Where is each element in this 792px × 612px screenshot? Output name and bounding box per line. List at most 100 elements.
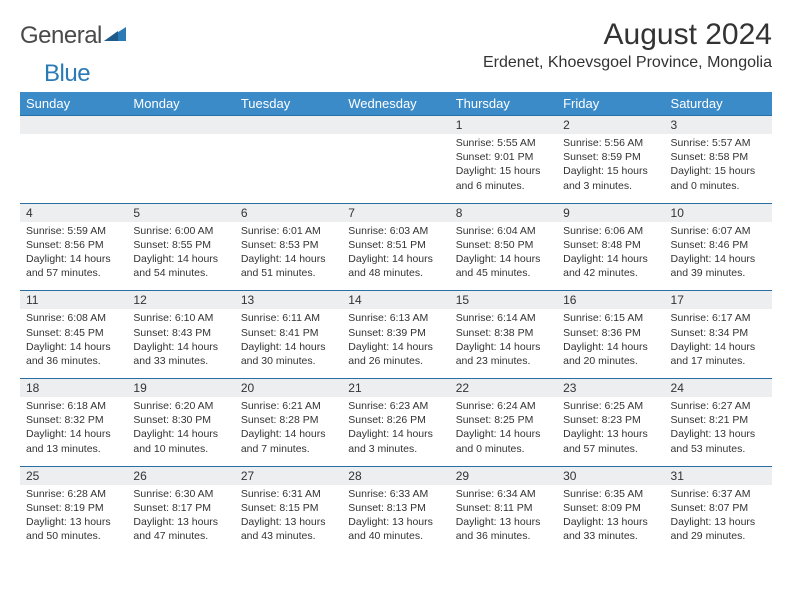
sunset-text: Sunset: 8:43 PM	[133, 326, 228, 340]
day-detail-cell: Sunrise: 6:24 AMSunset: 8:25 PMDaylight:…	[450, 397, 557, 466]
sunrise-text: Sunrise: 6:15 AM	[563, 311, 658, 325]
sunrise-text: Sunrise: 6:11 AM	[241, 311, 336, 325]
daylight-text: Daylight: 14 hours and 48 minutes.	[348, 252, 443, 280]
day-number-cell: 17	[665, 291, 772, 310]
sunset-text: Sunset: 8:15 PM	[241, 501, 336, 515]
sunrise-text: Sunrise: 6:06 AM	[563, 224, 658, 238]
sunset-text: Sunset: 8:17 PM	[133, 501, 228, 515]
day-number-cell: 22	[450, 379, 557, 398]
day-number-cell: 28	[342, 466, 449, 485]
daylight-text: Daylight: 14 hours and 17 minutes.	[671, 340, 766, 368]
day-number-cell: 18	[20, 379, 127, 398]
daylight-text: Daylight: 14 hours and 39 minutes.	[671, 252, 766, 280]
sunrise-text: Sunrise: 6:14 AM	[456, 311, 551, 325]
daylight-text: Daylight: 14 hours and 10 minutes.	[133, 427, 228, 455]
day-number-cell: 11	[20, 291, 127, 310]
day-number-cell: 1	[450, 116, 557, 135]
day-detail-cell: Sunrise: 6:23 AMSunset: 8:26 PMDaylight:…	[342, 397, 449, 466]
sunrise-text: Sunrise: 6:18 AM	[26, 399, 121, 413]
daylight-text: Daylight: 13 hours and 57 minutes.	[563, 427, 658, 455]
day-detail-cell	[235, 134, 342, 203]
sunrise-text: Sunrise: 6:34 AM	[456, 487, 551, 501]
weekday-header: Tuesday	[235, 92, 342, 116]
sunset-text: Sunset: 8:53 PM	[241, 238, 336, 252]
month-title: August 2024	[483, 18, 772, 52]
daylight-text: Daylight: 14 hours and 30 minutes.	[241, 340, 336, 368]
day-detail-cell: Sunrise: 5:59 AMSunset: 8:56 PMDaylight:…	[20, 222, 127, 291]
daylight-text: Daylight: 14 hours and 51 minutes.	[241, 252, 336, 280]
day-detail-cell	[342, 134, 449, 203]
day-detail-cell: Sunrise: 5:57 AMSunset: 8:58 PMDaylight:…	[665, 134, 772, 203]
sunset-text: Sunset: 8:45 PM	[26, 326, 121, 340]
daylight-text: Daylight: 14 hours and 7 minutes.	[241, 427, 336, 455]
daylight-text: Daylight: 13 hours and 36 minutes.	[456, 515, 551, 543]
day-detail-cell	[127, 134, 234, 203]
sunrise-text: Sunrise: 6:33 AM	[348, 487, 443, 501]
day-number-cell: 12	[127, 291, 234, 310]
day-detail-cell: Sunrise: 6:07 AMSunset: 8:46 PMDaylight:…	[665, 222, 772, 291]
sunrise-text: Sunrise: 6:28 AM	[26, 487, 121, 501]
day-detail-cell: Sunrise: 6:17 AMSunset: 8:34 PMDaylight:…	[665, 309, 772, 378]
day-number-cell: 25	[20, 466, 127, 485]
day-number-cell: 5	[127, 203, 234, 222]
sunrise-text: Sunrise: 6:03 AM	[348, 224, 443, 238]
daylight-text: Daylight: 14 hours and 20 minutes.	[563, 340, 658, 368]
daylight-text: Daylight: 14 hours and 42 minutes.	[563, 252, 658, 280]
day-number-cell: 26	[127, 466, 234, 485]
calendar-daynum-row: 45678910	[20, 203, 772, 222]
day-detail-cell	[20, 134, 127, 203]
day-number-cell: 31	[665, 466, 772, 485]
day-detail-cell: Sunrise: 6:15 AMSunset: 8:36 PMDaylight:…	[557, 309, 664, 378]
logo: General	[20, 18, 128, 50]
daylight-text: Daylight: 14 hours and 33 minutes.	[133, 340, 228, 368]
sunset-text: Sunset: 8:32 PM	[26, 413, 121, 427]
weekday-header: Friday	[557, 92, 664, 116]
day-detail-cell: Sunrise: 6:35 AMSunset: 8:09 PMDaylight:…	[557, 485, 664, 554]
sunrise-text: Sunrise: 6:30 AM	[133, 487, 228, 501]
day-detail-cell: Sunrise: 6:28 AMSunset: 8:19 PMDaylight:…	[20, 485, 127, 554]
sunset-text: Sunset: 8:07 PM	[671, 501, 766, 515]
sunset-text: Sunset: 8:34 PM	[671, 326, 766, 340]
sunset-text: Sunset: 8:50 PM	[456, 238, 551, 252]
day-detail-cell: Sunrise: 6:11 AMSunset: 8:41 PMDaylight:…	[235, 309, 342, 378]
daylight-text: Daylight: 13 hours and 47 minutes.	[133, 515, 228, 543]
day-number-cell	[235, 116, 342, 135]
daylight-text: Daylight: 13 hours and 50 minutes.	[26, 515, 121, 543]
day-number-cell: 24	[665, 379, 772, 398]
location-text: Erdenet, Khoevsgoel Province, Mongolia	[483, 54, 772, 72]
daylight-text: Daylight: 13 hours and 53 minutes.	[671, 427, 766, 455]
day-number-cell	[127, 116, 234, 135]
sunrise-text: Sunrise: 6:13 AM	[348, 311, 443, 325]
sunrise-text: Sunrise: 5:56 AM	[563, 136, 658, 150]
sunset-text: Sunset: 8:28 PM	[241, 413, 336, 427]
day-number-cell	[20, 116, 127, 135]
day-detail-cell: Sunrise: 6:37 AMSunset: 8:07 PMDaylight:…	[665, 485, 772, 554]
daylight-text: Daylight: 14 hours and 23 minutes.	[456, 340, 551, 368]
day-number-cell: 2	[557, 116, 664, 135]
daylight-text: Daylight: 15 hours and 0 minutes.	[671, 164, 766, 192]
day-detail-cell: Sunrise: 6:30 AMSunset: 8:17 PMDaylight:…	[127, 485, 234, 554]
day-number-cell: 13	[235, 291, 342, 310]
day-detail-cell: Sunrise: 5:55 AMSunset: 9:01 PMDaylight:…	[450, 134, 557, 203]
day-number-cell: 14	[342, 291, 449, 310]
calendar-weekday-header: SundayMondayTuesdayWednesdayThursdayFrid…	[20, 92, 772, 116]
sunset-text: Sunset: 8:09 PM	[563, 501, 658, 515]
day-detail-cell: Sunrise: 6:03 AMSunset: 8:51 PMDaylight:…	[342, 222, 449, 291]
day-number-cell: 6	[235, 203, 342, 222]
calendar-daynum-row: 18192021222324	[20, 379, 772, 398]
daylight-text: Daylight: 14 hours and 57 minutes.	[26, 252, 121, 280]
sunrise-text: Sunrise: 6:27 AM	[671, 399, 766, 413]
day-number-cell: 9	[557, 203, 664, 222]
day-detail-cell: Sunrise: 6:04 AMSunset: 8:50 PMDaylight:…	[450, 222, 557, 291]
calendar-details-row: Sunrise: 5:55 AMSunset: 9:01 PMDaylight:…	[20, 134, 772, 203]
sunrise-text: Sunrise: 5:57 AM	[671, 136, 766, 150]
weekday-header: Wednesday	[342, 92, 449, 116]
sunset-text: Sunset: 8:25 PM	[456, 413, 551, 427]
day-detail-cell: Sunrise: 6:33 AMSunset: 8:13 PMDaylight:…	[342, 485, 449, 554]
sunset-text: Sunset: 8:56 PM	[26, 238, 121, 252]
sunset-text: Sunset: 8:46 PM	[671, 238, 766, 252]
day-detail-cell: Sunrise: 6:21 AMSunset: 8:28 PMDaylight:…	[235, 397, 342, 466]
day-number-cell: 23	[557, 379, 664, 398]
day-detail-cell: Sunrise: 6:31 AMSunset: 8:15 PMDaylight:…	[235, 485, 342, 554]
calendar-details-row: Sunrise: 6:08 AMSunset: 8:45 PMDaylight:…	[20, 309, 772, 378]
